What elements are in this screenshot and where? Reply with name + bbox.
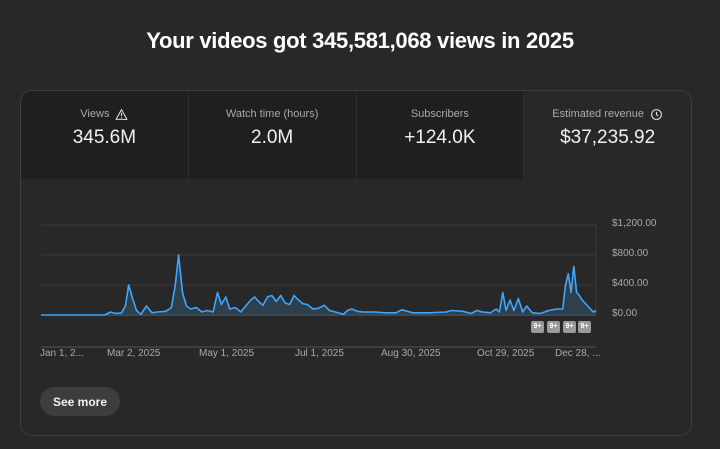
warning-icon[interactable] — [115, 108, 128, 121]
tab-views[interactable]: Views 345.6M — [21, 91, 188, 179]
metric-value: $37,235.92 — [560, 127, 656, 148]
x-tick-label: Dec 28, ... — [555, 348, 601, 359]
y-tick-label: $1,200.00 — [612, 218, 657, 229]
chart-plot — [41, 224, 597, 348]
x-tick-label: Jul 1, 2025 — [295, 348, 344, 359]
metric-label: Watch time (hours) — [225, 108, 319, 120]
annotation-badge[interactable]: 9+ — [578, 321, 591, 333]
annotation-badge[interactable]: 9+ — [547, 321, 560, 333]
y-tick-label: $0.00 — [612, 308, 638, 319]
x-tick-label: Jan 1, 2... — [40, 348, 84, 359]
annotation-badge[interactable]: 9+ — [563, 321, 576, 333]
x-tick-label: Mar 2, 2025 — [107, 348, 161, 359]
metric-value: 2.0M — [251, 127, 294, 148]
revenue-chart[interactable]: $1,200.00 $800.00 $400.00 $0.00 — [21, 179, 691, 369]
metric-value: +124.0K — [404, 127, 476, 148]
tab-estimated-revenue[interactable]: Estimated revenue $37,235.92 — [523, 91, 691, 179]
clock-icon[interactable] — [650, 108, 663, 121]
metrics-tabs: Views 345.6M Watch time (hours) 2.0M Sub… — [21, 91, 691, 179]
metric-label: Views — [80, 108, 110, 120]
see-more-button[interactable]: See more — [40, 387, 121, 416]
x-tick-label: May 1, 2025 — [199, 348, 255, 359]
y-tick-label: $800.00 — [612, 248, 649, 259]
page-title: Your videos got 345,581,068 views in 202… — [146, 28, 574, 53]
x-tick-label: Aug 30, 2025 — [381, 348, 441, 359]
metric-label: Subscribers — [410, 108, 469, 120]
metric-label: Estimated revenue — [552, 108, 644, 120]
tab-watch-time[interactable]: Watch time (hours) 2.0M — [187, 91, 356, 179]
metric-value: 345.6M — [72, 127, 137, 148]
stats-card: Views 345.6M Watch time (hours) 2.0M Sub… — [20, 90, 692, 436]
x-tick-label: Oct 29, 2025 — [477, 348, 535, 359]
y-tick-label: $400.00 — [612, 278, 649, 289]
tab-subscribers[interactable]: Subscribers +124.0K — [355, 91, 524, 179]
annotation-badge[interactable]: 9+ — [531, 321, 544, 333]
